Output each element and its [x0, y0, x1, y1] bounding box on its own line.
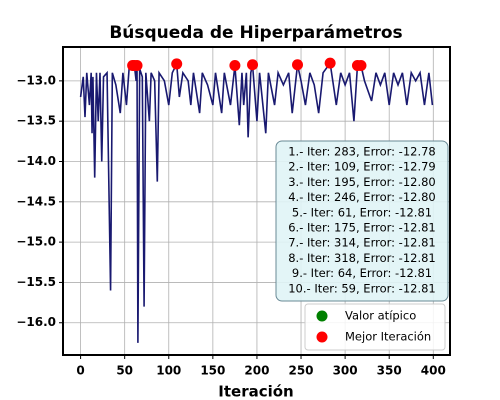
x-tick-label: 150 — [200, 364, 225, 378]
scatter-point — [127, 60, 139, 72]
x-tick-label: 350 — [377, 364, 402, 378]
y-tick-label: −13.0 — [16, 73, 56, 87]
scatter-point — [292, 59, 304, 71]
y-tick-label: −14.0 — [16, 154, 56, 168]
scatter-point — [171, 58, 183, 70]
plot-frame — [62, 46, 451, 356]
y-tick-label: −16.0 — [16, 315, 56, 329]
annotation-line: 7.- Iter: 314, Error: -12.81 — [288, 236, 436, 250]
chart-title: Búsqueda de Hiperparámetros — [109, 23, 402, 43]
legend-label: Mejor Iteración — [345, 330, 431, 344]
scatter-point — [324, 57, 336, 69]
scatter-point — [355, 60, 367, 72]
x-tick-label: 200 — [244, 364, 269, 378]
legend-label: Valor atípico — [345, 309, 416, 323]
x-tick-label: 400 — [421, 364, 446, 378]
y-tick-label: −15.5 — [16, 275, 56, 289]
legend-marker — [316, 331, 328, 343]
annotation-line: 4.- Iter: 246, Error: -12.80 — [288, 190, 436, 204]
legend-box — [304, 303, 446, 351]
x-axis-label: Iteración — [218, 383, 293, 400]
y-tick-label: −13.5 — [16, 114, 56, 128]
annotation-line: 10.- Iter: 59, Error: -12.81 — [288, 281, 436, 295]
annotation-line: 8.- Iter: 318, Error: -12.81 — [288, 251, 436, 265]
annotation-line: 3.- Iter: 195, Error: -12.80 — [288, 175, 436, 189]
annotation-line: 6.- Iter: 175, Error: -12.81 — [288, 221, 436, 235]
annotation-line: 2.- Iter: 109, Error: -12.79 — [288, 160, 436, 174]
x-tick-label: 300 — [333, 364, 358, 378]
annotation-box — [275, 140, 449, 302]
x-tick-label: 0 — [76, 364, 84, 378]
scatter-point — [247, 59, 259, 71]
x-tick-label: 50 — [116, 364, 133, 378]
y-tick-label: −15.0 — [16, 235, 56, 249]
x-tick-label: 250 — [288, 364, 313, 378]
legend-marker — [316, 310, 328, 322]
scatter-point — [229, 60, 241, 72]
y-tick-label: −14.5 — [16, 194, 56, 208]
annotation-line: 1.- Iter: 283, Error: -12.78 — [288, 145, 436, 159]
annotation-line: 9.- Iter: 64, Error: -12.81 — [292, 266, 432, 280]
annotation-line: 5.- Iter: 61, Error: -12.81 — [292, 205, 432, 219]
x-tick-label: 100 — [156, 364, 181, 378]
